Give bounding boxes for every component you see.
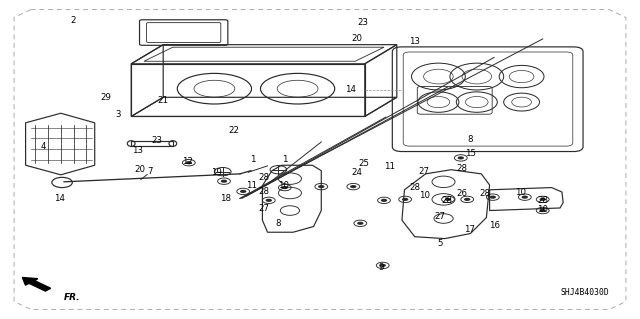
Text: 10: 10 (278, 181, 289, 189)
Text: FR.: FR. (64, 293, 81, 302)
Circle shape (350, 185, 356, 188)
Circle shape (464, 198, 470, 201)
Text: 2: 2 (71, 16, 76, 25)
Text: 13: 13 (409, 37, 420, 46)
Text: 5: 5 (438, 239, 443, 248)
Text: 28: 28 (259, 173, 270, 182)
Text: 10: 10 (537, 205, 548, 214)
Text: 9: 9 (378, 263, 383, 272)
Circle shape (381, 199, 387, 202)
Text: 23: 23 (151, 136, 163, 145)
Text: 11: 11 (383, 162, 395, 171)
Text: 24: 24 (351, 168, 363, 177)
Circle shape (522, 196, 528, 199)
Text: 21: 21 (157, 96, 169, 105)
Text: 28: 28 (456, 164, 468, 173)
Text: 10: 10 (419, 191, 430, 200)
Circle shape (357, 222, 364, 225)
Text: 28: 28 (537, 196, 548, 205)
Circle shape (266, 199, 272, 202)
Text: 8: 8 (468, 135, 473, 144)
Text: 10: 10 (515, 188, 526, 197)
Text: 25: 25 (358, 159, 369, 168)
Text: 14: 14 (54, 194, 65, 203)
Text: 15: 15 (465, 149, 476, 158)
Circle shape (282, 186, 288, 189)
Text: 16: 16 (489, 221, 500, 230)
Text: 8: 8 (276, 219, 281, 228)
Text: 29: 29 (100, 93, 111, 102)
Circle shape (540, 198, 546, 201)
Text: 28: 28 (441, 196, 452, 205)
Text: 28: 28 (409, 183, 420, 192)
Text: 23: 23 (357, 18, 369, 27)
Text: 17: 17 (463, 225, 475, 234)
Circle shape (458, 156, 464, 160)
Circle shape (240, 190, 246, 193)
Text: 13: 13 (132, 146, 143, 155)
Text: 22: 22 (228, 126, 239, 135)
Text: 12: 12 (182, 157, 193, 166)
Text: 11: 11 (246, 181, 257, 189)
Text: 27: 27 (435, 212, 446, 221)
Circle shape (445, 198, 451, 201)
Text: 28: 28 (259, 187, 270, 196)
Text: 26: 26 (456, 189, 468, 198)
Text: 1: 1 (250, 155, 255, 164)
Circle shape (402, 198, 408, 201)
Circle shape (380, 264, 386, 267)
Text: 28: 28 (479, 189, 491, 198)
Text: 27: 27 (259, 204, 270, 213)
Circle shape (540, 209, 546, 212)
Text: 1: 1 (282, 155, 287, 164)
Circle shape (490, 196, 496, 199)
Circle shape (221, 180, 227, 183)
Circle shape (318, 185, 324, 188)
Circle shape (186, 161, 192, 164)
Text: 14: 14 (345, 85, 356, 94)
Text: 18: 18 (220, 194, 231, 203)
Text: 7: 7 (148, 167, 153, 176)
Text: SHJ4B4030D: SHJ4B4030D (561, 288, 609, 297)
Text: 3: 3 (116, 110, 121, 119)
FancyArrow shape (22, 278, 51, 291)
Text: 27: 27 (419, 167, 430, 176)
Text: 19: 19 (211, 168, 221, 177)
Text: 20: 20 (351, 34, 363, 43)
Text: 4: 4 (41, 142, 46, 151)
Text: 20: 20 (134, 165, 145, 174)
